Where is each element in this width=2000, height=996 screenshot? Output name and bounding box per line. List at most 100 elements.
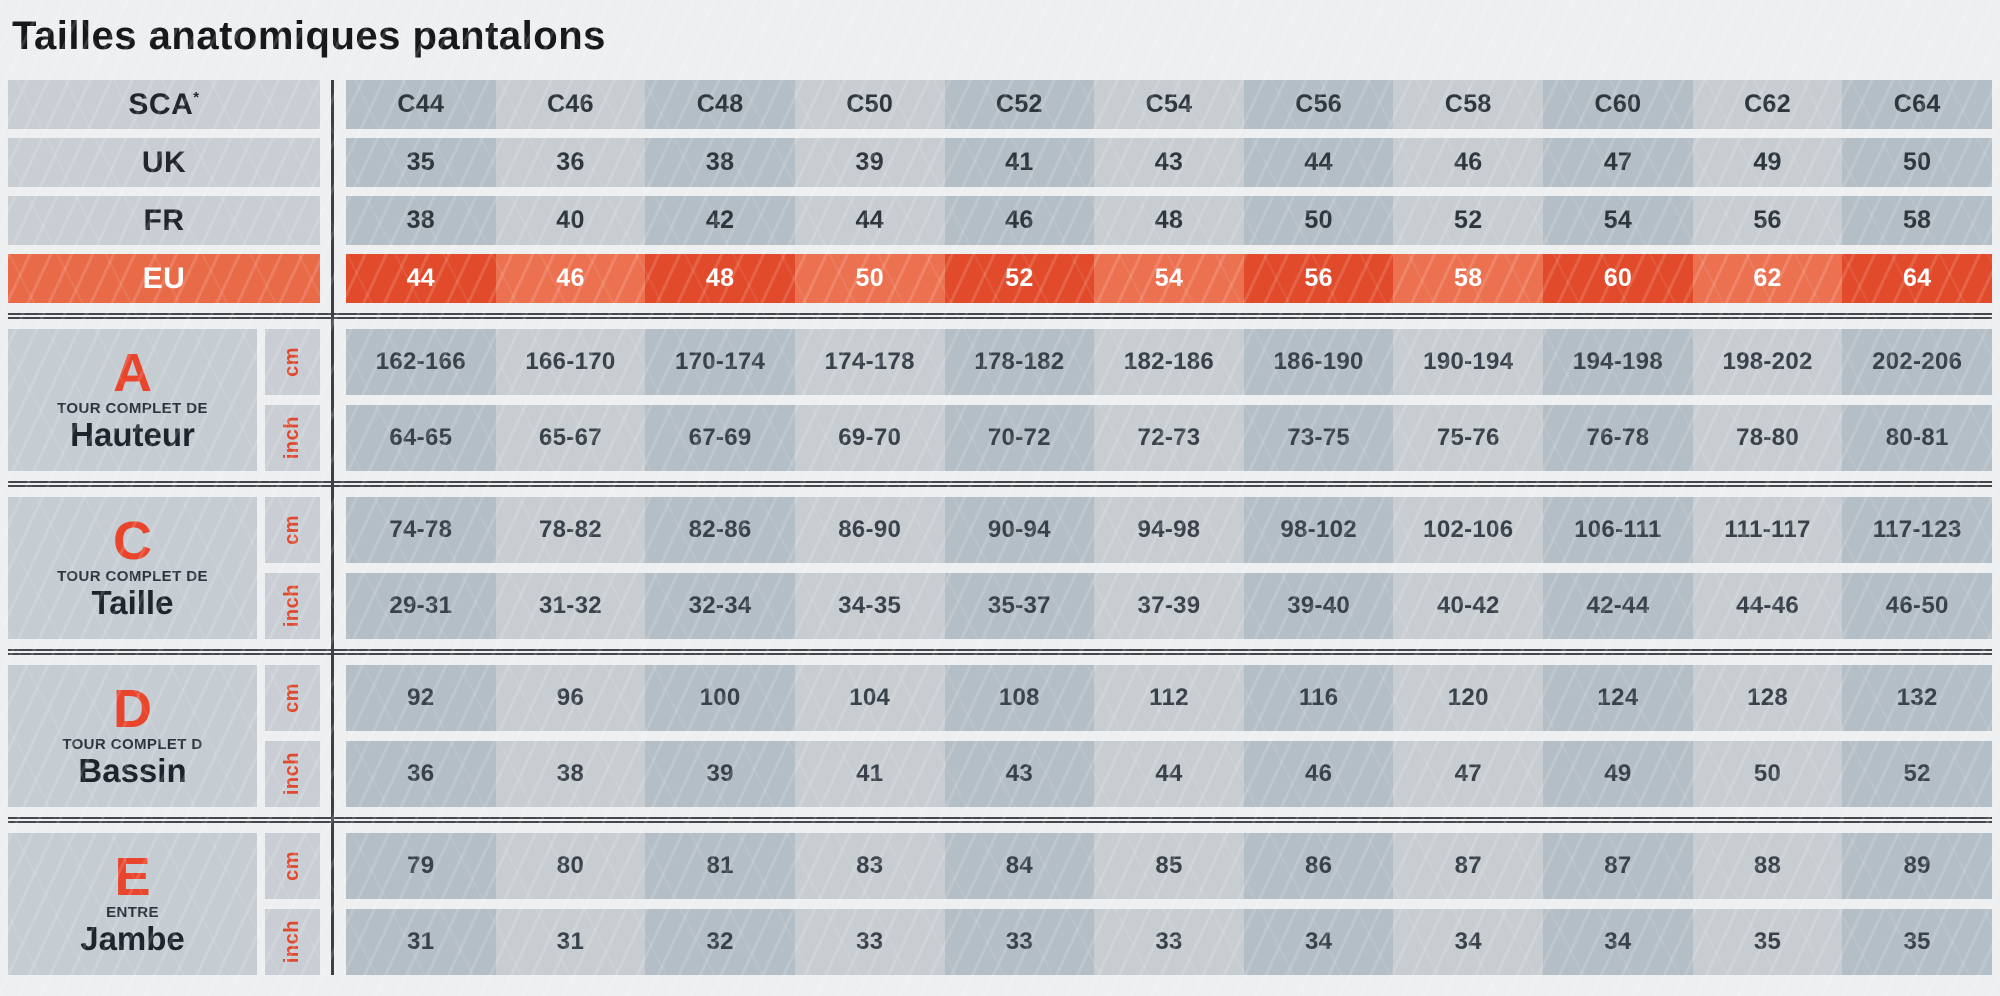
row-header-eu: EU — [8, 254, 320, 303]
section-name: Jambe — [80, 919, 185, 957]
table-cell: 73-75 — [1243, 405, 1394, 471]
table-cell: 82-86 — [645, 497, 795, 563]
table-cell: 89 — [1842, 833, 1992, 899]
table-cell: 75-76 — [1393, 405, 1544, 471]
eu-values: 44 46 48 50 52 54 56 58 60 62 64 — [346, 254, 1992, 303]
table-cell: 31 — [495, 909, 646, 975]
page-title: Tailles anatomiques pantalons — [12, 14, 606, 58]
section-letter: C — [113, 510, 152, 571]
unit-inch-label: inch — [281, 752, 303, 796]
table-cell: 86 — [1243, 833, 1394, 899]
table-cell: 186-190 — [1243, 329, 1394, 395]
table-cell: 46 — [495, 254, 646, 303]
section-separator — [8, 313, 1992, 319]
unit-cm-label: cm — [281, 515, 303, 545]
table-cell: 46 — [1243, 741, 1394, 807]
table-cell: 36 — [346, 741, 496, 807]
table-cell: 52 — [1842, 741, 1992, 807]
table-cell: 81 — [645, 833, 795, 899]
unit-inch-cell: inch — [265, 573, 320, 639]
table-cell: 34 — [1243, 909, 1394, 975]
table-cell: 84 — [944, 833, 1095, 899]
table-cell: 56 — [1243, 254, 1394, 303]
table-cell: 50 — [1842, 138, 1992, 187]
size-guide-page: Tailles anatomiques pantalons SCA * C44 C4… — [8, 14, 1992, 975]
table-cell: 29-31 — [346, 573, 496, 639]
table-cell: 39 — [645, 741, 795, 807]
table-cell: 92 — [346, 665, 496, 731]
table-cell: 52 — [1393, 196, 1544, 245]
table-cell: C50 — [794, 80, 945, 129]
table-cell: 54 — [1543, 196, 1693, 245]
sca-asterisk: * — [193, 89, 200, 106]
section-subtitle: ENTRE — [106, 903, 159, 921]
section-bassin-rows: 92 96 100 104 108 112 116 120 124 128 132 36 38 39 41… — [346, 665, 1992, 807]
uk-values: 35 36 38 39 41 43 44 46 47 49 50 — [346, 138, 1992, 187]
size-table: SCA * C44 C46 C48 C50 C52 C54 C56 C58 C60 C62 C64 U… — [8, 80, 1992, 975]
table-cell: 49 — [1692, 138, 1843, 187]
table-cell: 40 — [495, 196, 646, 245]
table-cell: 38 — [645, 138, 795, 187]
table-cell: 43 — [944, 741, 1095, 807]
table-cell: 35-37 — [944, 573, 1095, 639]
unit-cm-label: cm — [281, 347, 303, 377]
row-header-fr: FR — [8, 196, 320, 245]
table-row-fr: FR 38 40 42 44 46 48 50 52 54 56 58 — [8, 196, 1992, 245]
fr-values: 38 40 42 44 46 48 50 52 54 56 58 — [346, 196, 1992, 245]
table-cell: 46 — [944, 196, 1095, 245]
unit-column: cm inch — [265, 329, 320, 471]
section-separator — [8, 649, 1992, 655]
table-cell: 47 — [1543, 138, 1693, 187]
table-cell: 36 — [495, 138, 646, 187]
table-cell: 35 — [1692, 909, 1843, 975]
section-taille-label: C TOUR COMPLET DE Taille — [8, 497, 257, 639]
table-cell: 65-67 — [495, 405, 646, 471]
table-cell: C62 — [1692, 80, 1843, 129]
section-separator — [8, 481, 1992, 487]
table-cell: 52 — [944, 254, 1095, 303]
unit-cm-label: cm — [281, 683, 303, 713]
table-cell: 56 — [1692, 196, 1843, 245]
table-cell: 33 — [944, 909, 1095, 975]
section-hauteur: A TOUR COMPLET DE Hauteur cm inch 162-16… — [8, 329, 1992, 471]
table-cell: 96 — [495, 665, 646, 731]
table-cell: 34 — [1393, 909, 1544, 975]
section-bassin: D TOUR COMPLET D Bassin cm inch 92 96 100 1… — [8, 665, 1992, 807]
table-cell: 50 — [1243, 196, 1394, 245]
section-name: Taille — [91, 583, 174, 621]
table-cell: C54 — [1094, 80, 1244, 129]
section-jambe: E ENTRE Jambe cm inch 79 80 81 83 84 85 86 87 87… — [8, 833, 1992, 975]
table-cell: 43 — [1094, 138, 1244, 187]
table-cell: 44 — [1243, 138, 1394, 187]
table-cell: 80-81 — [1842, 405, 1992, 471]
hauteur-inch-values: 64-65 65-67 67-69 69-70 70-72 72-73 73-75 75-76… — [346, 405, 1992, 471]
table-cell: 117-123 — [1842, 497, 1992, 563]
table-cell: 32 — [645, 909, 795, 975]
section-taille-rows: 74-78 78-82 82-86 86-90 90-94 94-98 98-102 102-… — [346, 497, 1992, 639]
bassin-inch-values: 36 38 39 41 43 44 46 47 49 50 52 — [346, 741, 1992, 807]
table-cell: 44 — [1094, 741, 1244, 807]
unit-inch-label: inch — [281, 920, 303, 964]
table-cell: 34 — [1543, 909, 1693, 975]
section-jambe-rows: 79 80 81 83 84 85 86 87 87 88 89 31 31 32 33 33 33 34 34 3… — [346, 833, 1992, 975]
unit-column: cm inch — [265, 497, 320, 639]
table-cell: 64 — [1842, 254, 1992, 303]
table-cell: 132 — [1842, 665, 1992, 731]
unit-inch-cell: inch — [265, 741, 320, 807]
unit-inch-label: inch — [281, 416, 303, 460]
table-cell: 46 — [1393, 138, 1544, 187]
table-cell: 41 — [944, 138, 1095, 187]
table-cell: 178-182 — [944, 329, 1095, 395]
table-cell: 32-34 — [645, 573, 795, 639]
table-cell: 69-70 — [794, 405, 945, 471]
table-cell: 33 — [794, 909, 945, 975]
table-cell: 60 — [1543, 254, 1693, 303]
section-hauteur-label: A TOUR COMPLET DE Hauteur — [8, 329, 257, 471]
unit-inch-cell: inch — [265, 909, 320, 975]
table-cell: 85 — [1094, 833, 1244, 899]
table-cell: 58 — [1393, 254, 1544, 303]
table-cell: 64-65 — [346, 405, 496, 471]
row-header-sca: SCA * — [8, 80, 320, 129]
table-cell: 102-106 — [1393, 497, 1544, 563]
table-cell: 162-166 — [346, 329, 496, 395]
